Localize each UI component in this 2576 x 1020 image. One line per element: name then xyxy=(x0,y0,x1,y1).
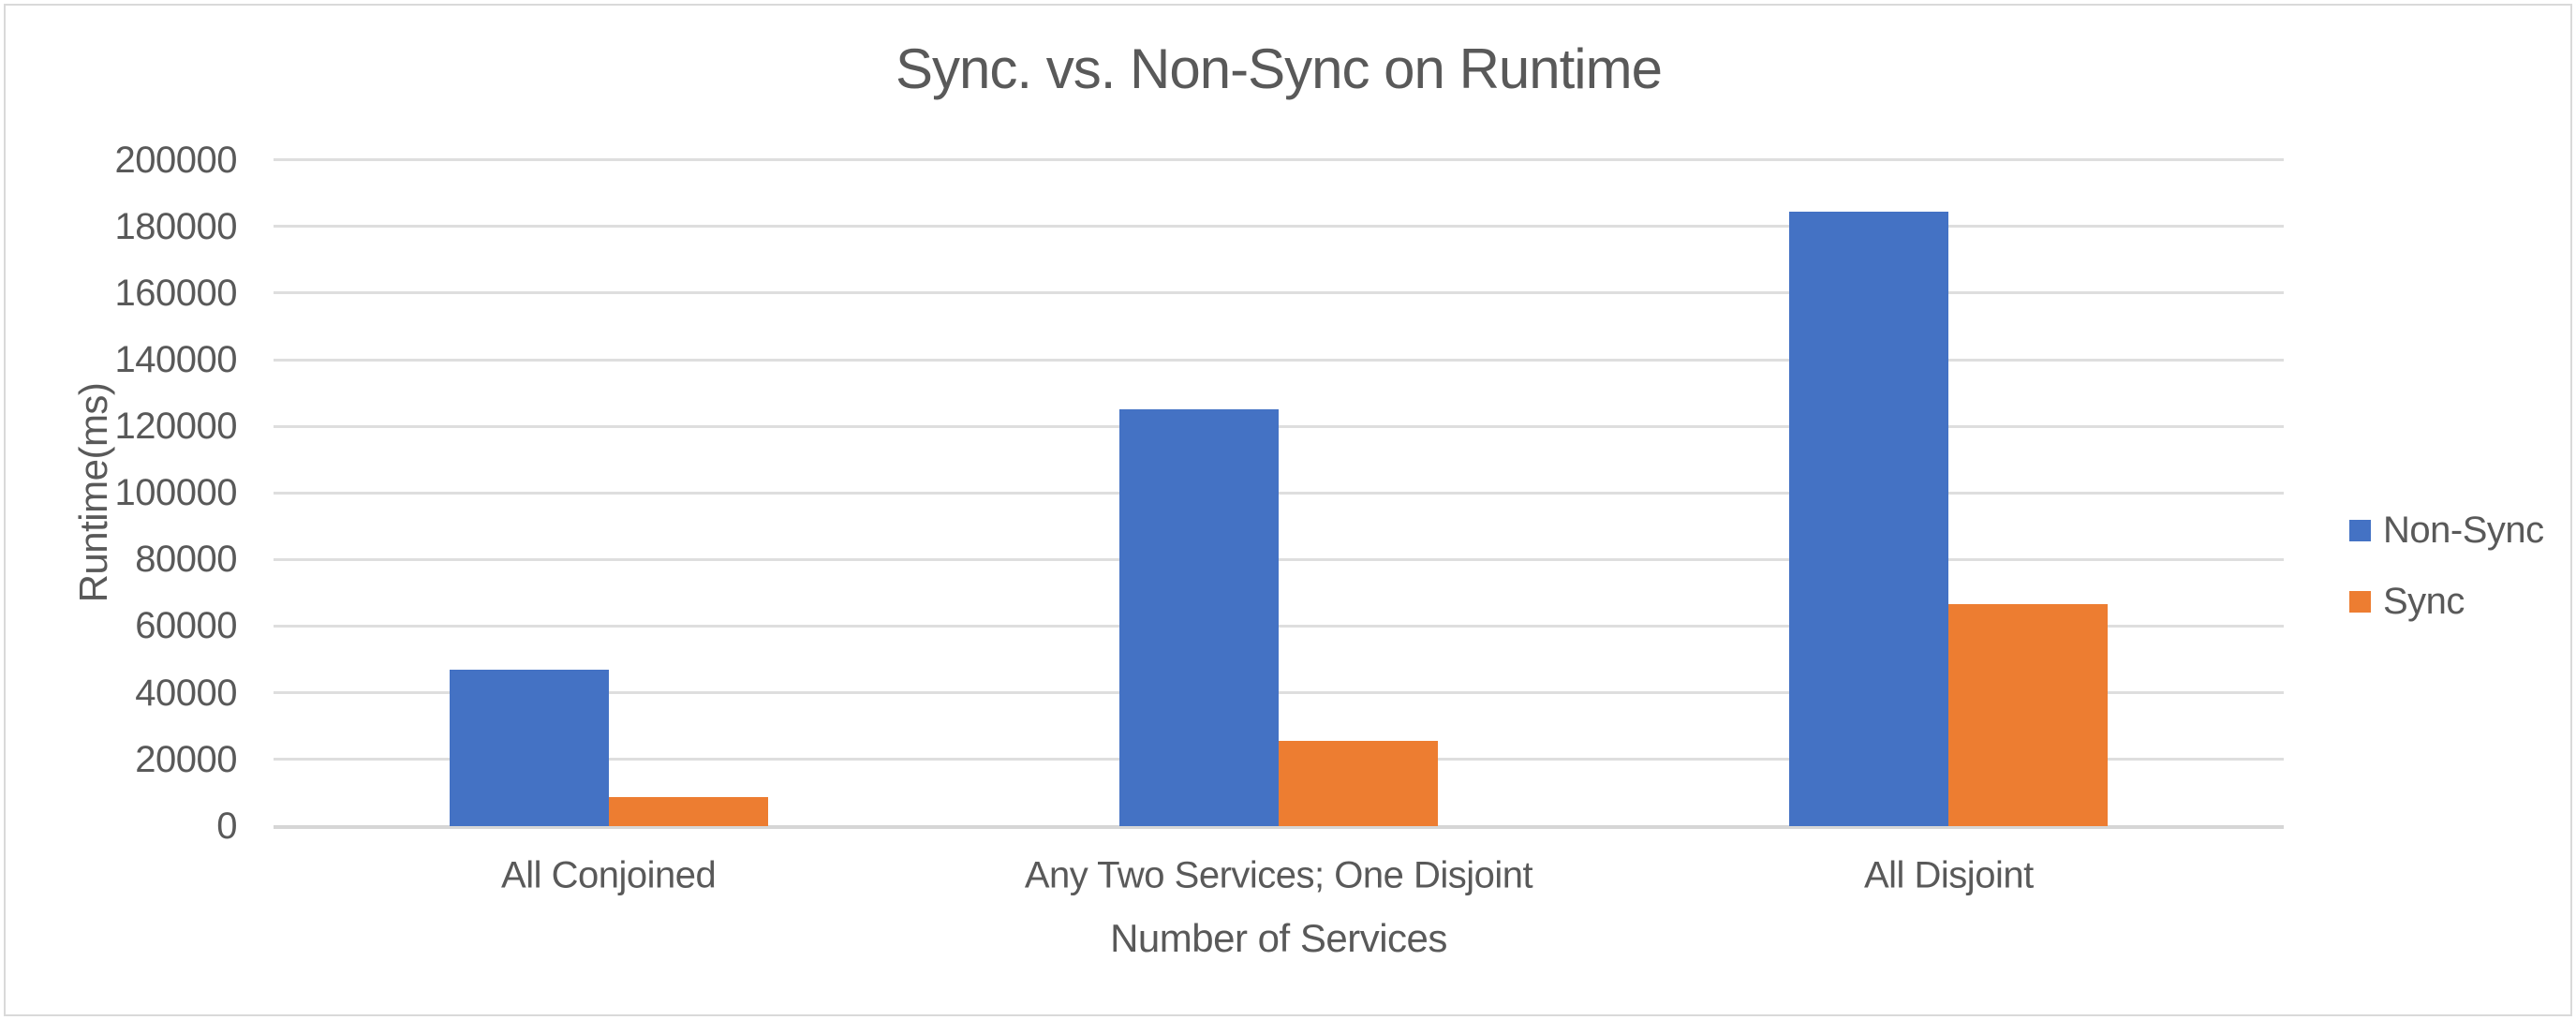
y-tick-label-40000: 40000 xyxy=(135,672,237,714)
x-axis-title: Number of Services xyxy=(1110,916,1447,960)
gridline-120000 xyxy=(274,424,2284,428)
legend-swatch-sync-icon xyxy=(2349,590,2371,613)
bar-non-sync-0 xyxy=(449,669,609,826)
y-tick-label-100000: 100000 xyxy=(114,472,238,514)
y-tick-label-80000: 80000 xyxy=(135,539,237,581)
legend-label-non-sync: Non-Sync xyxy=(2383,510,2544,551)
bar-sync-0 xyxy=(608,797,768,826)
gridline-160000 xyxy=(274,291,2284,295)
legend-item-sync: Sync xyxy=(2349,580,2465,623)
y-tick-label-180000: 180000 xyxy=(114,205,238,247)
bar-non-sync-1 xyxy=(1119,409,1279,826)
y-tick-label-160000: 160000 xyxy=(114,272,238,314)
gridline-200000 xyxy=(274,158,2284,162)
chart-title: Sync. vs. Non-Sync on Runtime xyxy=(895,37,1663,100)
legend-item-non-sync: Non-Sync xyxy=(2349,509,2544,552)
bar-non-sync-2 xyxy=(1789,211,1949,826)
gridline-100000 xyxy=(274,491,2284,495)
y-tick-label-120000: 120000 xyxy=(114,406,238,448)
category-label-any-two-services-one-disjoint: Any Two Services; One Disjoint xyxy=(1024,854,1533,896)
category-label-all-conjoined: All Conjoined xyxy=(501,854,717,896)
gridline-80000 xyxy=(274,557,2284,561)
gridline-40000 xyxy=(274,691,2284,694)
gridline-20000 xyxy=(274,758,2284,761)
bar-sync-1 xyxy=(1279,741,1438,826)
category-label-all-disjoint: All Disjoint xyxy=(1863,854,2034,896)
y-tick-label-0: 0 xyxy=(216,805,237,847)
y-tick-label-60000: 60000 xyxy=(135,605,237,647)
y-tick-label-20000: 20000 xyxy=(135,738,237,780)
gridline-180000 xyxy=(274,225,2284,229)
y-tick-label-200000: 200000 xyxy=(114,139,238,181)
x-axis-line xyxy=(274,824,2284,829)
gridline-140000 xyxy=(274,358,2284,362)
y-axis-title: Runtime(ms) xyxy=(71,382,115,603)
legend-label-sync: Sync xyxy=(2383,581,2465,622)
gridline-60000 xyxy=(274,624,2284,628)
y-tick-label-140000: 140000 xyxy=(114,339,238,380)
legend-swatch-non-sync-icon xyxy=(2349,519,2371,541)
bar-sync-2 xyxy=(1948,604,2109,826)
